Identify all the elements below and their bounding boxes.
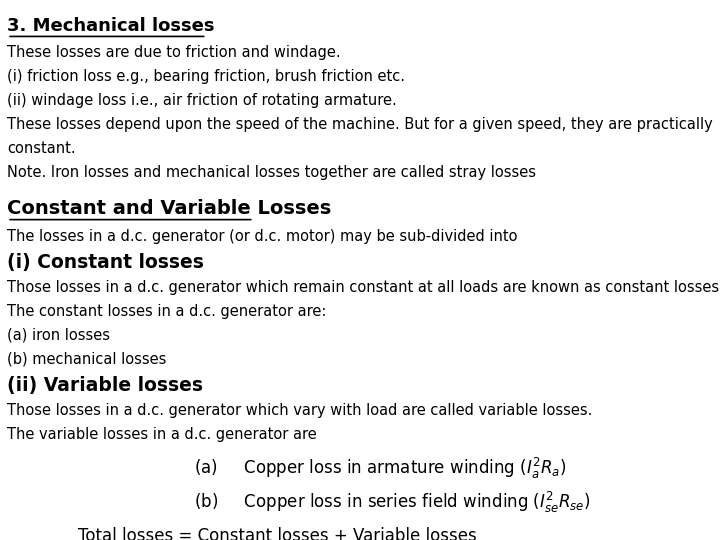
Text: (a)     Copper loss in armature winding ($I_a^2 R_a$): (a) Copper loss in armature winding ($I_…	[194, 456, 567, 481]
Text: (b) mechanical losses: (b) mechanical losses	[7, 352, 166, 367]
Text: constant.: constant.	[7, 141, 76, 156]
Text: (ii) windage loss i.e., air friction of rotating armature.: (ii) windage loss i.e., air friction of …	[7, 93, 397, 108]
Text: Those losses in a d.c. generator which remain constant at all loads are known as: Those losses in a d.c. generator which r…	[7, 280, 720, 295]
Text: (a) iron losses: (a) iron losses	[7, 328, 110, 343]
Text: (b)     Copper loss in series field winding ($I_{se}^2 R_{se}$): (b) Copper loss in series field winding …	[194, 490, 590, 515]
Text: The losses in a d.c. generator (or d.c. motor) may be sub-divided into: The losses in a d.c. generator (or d.c. …	[7, 228, 518, 244]
Text: Those losses in a d.c. generator which vary with load are called variable losses: Those losses in a d.c. generator which v…	[7, 403, 593, 418]
Text: Constant and Variable Losses: Constant and Variable Losses	[7, 199, 331, 218]
Text: These losses depend upon the speed of the machine. But for a given speed, they a: These losses depend upon the speed of th…	[7, 117, 713, 132]
Text: These losses are due to friction and windage.: These losses are due to friction and win…	[7, 45, 341, 60]
Text: Total losses = Constant losses + Variable losses: Total losses = Constant losses + Variabl…	[78, 526, 477, 540]
Text: (i) friction loss e.g., bearing friction, brush friction etc.: (i) friction loss e.g., bearing friction…	[7, 69, 405, 84]
Text: (ii) Variable losses: (ii) Variable losses	[7, 376, 203, 395]
Text: 3. Mechanical losses: 3. Mechanical losses	[7, 17, 215, 36]
Text: The variable losses in a d.c. generator are: The variable losses in a d.c. generator …	[7, 427, 317, 442]
Text: (i) Constant losses: (i) Constant losses	[7, 253, 204, 272]
Text: The constant losses in a d.c. generator are:: The constant losses in a d.c. generator …	[7, 304, 327, 319]
Text: Note. Iron losses and mechanical losses together are called stray losses: Note. Iron losses and mechanical losses …	[7, 165, 536, 180]
